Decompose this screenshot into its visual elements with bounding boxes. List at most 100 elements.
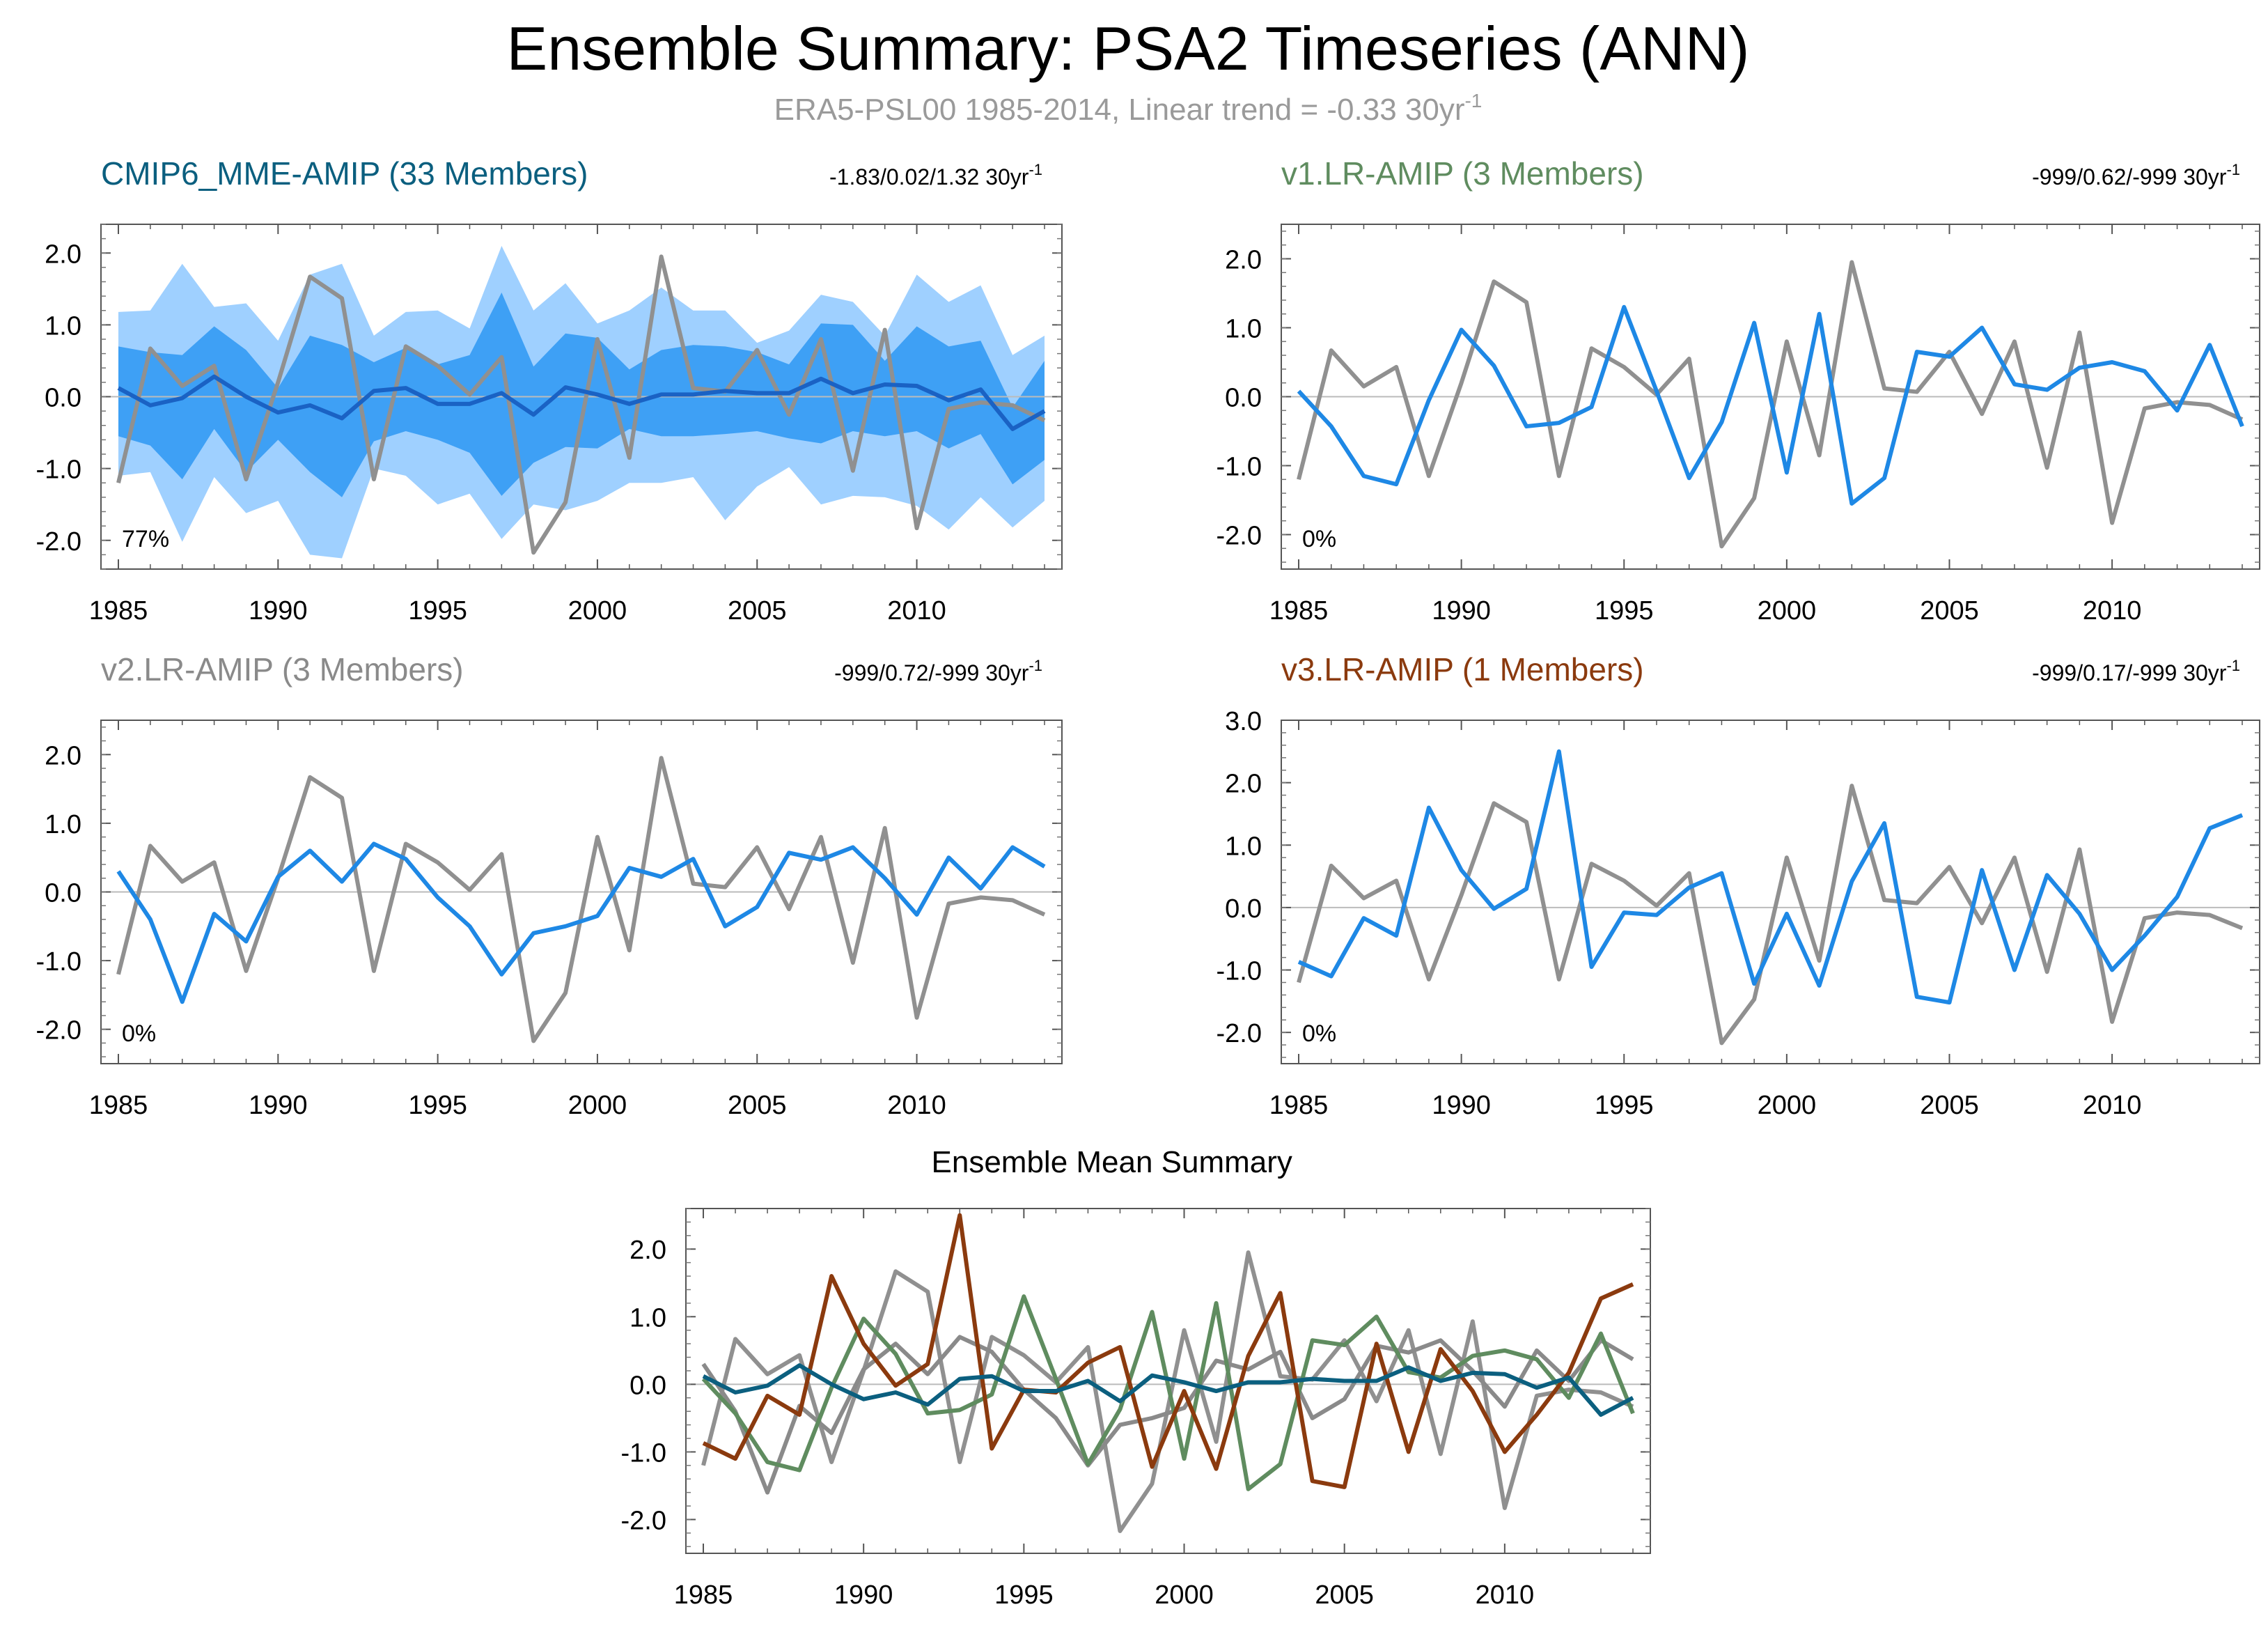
x-tick-label: 1995 [1595,1091,1654,1120]
percent-label: 0% [1302,526,1336,552]
page-subtitle-sup: -1 [1464,90,1482,111]
page-title: Ensemble Summary: PSA2 Timeseries (ANN) [507,14,1750,83]
x-tick-label: 2005 [1920,1091,1979,1120]
member-mean-line [1297,749,2244,1005]
trend-label: -999/0.72/-999 30yr-1 [834,657,1042,685]
observed-line [116,254,1046,555]
v3-mean-line [702,1213,1634,1489]
x-tick-label: 2010 [2083,596,2142,626]
y-tick-label: -1.0 [1217,453,1262,482]
observed-line [1297,784,2244,1046]
x-tick-label: 1985 [674,1580,733,1610]
panel-cmip6-mme: CMIP6_MME-AMIP (33 Members) -1.83/0.02/1.… [36,155,1063,626]
x-tick-label: 1990 [249,1091,308,1120]
y-tick-label: 2.0 [45,240,81,269]
panel-v1-lr-amip: v1.LR-AMIP (3 Members) -999/0.62/-999 30y… [1217,155,2260,626]
panel-title: v3.LR-AMIP (1 Members) [1281,651,1644,688]
y-tick-label: 2.0 [629,1236,666,1265]
x-tick-label: 2010 [887,1091,946,1120]
cmip6-mme-mean-line [702,1363,1634,1417]
y-tick-label: -1.0 [1217,957,1262,986]
x-tick-label: 2000 [1758,1091,1817,1120]
x-tick-label: 1990 [834,1580,893,1610]
y-tick-label: 1.0 [45,810,81,839]
percent-label: 0% [1302,1020,1336,1047]
y-tick-label: 3.0 [1225,707,1262,736]
page-subtitle-text: ERA5-PSL00 1985-2014, Linear trend = -0.… [774,93,1465,127]
x-tick-label: 1985 [1269,596,1329,626]
trend-label-text: -999/0.62/-999 30yr [2032,164,2227,189]
panel-title: CMIP6_MME-AMIP (33 Members) [101,155,588,192]
trend-label-sup: -1 [2226,657,2240,674]
v2-mean-line [701,1335,1634,1495]
member-mean-line [116,841,1046,1004]
y-tick-label: 2.0 [45,741,81,770]
panel-v3-lr-amip: v3.LR-AMIP (1 Members) -999/0.17/-999 30y… [1217,651,2260,1120]
x-tick-label: 2005 [1315,1580,1374,1610]
percent-label: 0% [122,1020,156,1047]
y-tick-label: 0.0 [45,879,81,908]
y-tick-label: 1.0 [629,1303,666,1333]
trend-label-text: -999/0.17/-999 30yr [2032,660,2227,685]
y-tick-label: -2.0 [621,1506,666,1535]
percent-label: 77% [122,526,169,552]
trend-label: -1.83/0.02/1.32 30yr-1 [829,161,1042,189]
y-tick-label: 0.0 [1225,894,1262,924]
trend-label: -999/0.62/-999 30yr-1 [2032,161,2240,189]
y-tick-label: -2.0 [1217,1019,1262,1048]
observed-line [1297,260,2244,549]
y-tick-label: -2.0 [1217,522,1262,551]
ensemble-mean-line [117,374,1046,431]
panel-title: Ensemble Mean Summary [932,1145,1292,1179]
y-tick-label: 0.0 [629,1371,666,1400]
y-tick-label: -2.0 [36,1016,81,1046]
x-tick-label: 1995 [408,1091,467,1120]
trend-label-text: -1.83/0.02/1.32 30yr [829,164,1029,189]
x-tick-label: 1995 [1595,596,1654,626]
page-subtitle: ERA5-PSL00 1985-2014, Linear trend = -0.… [774,90,1483,127]
observed-line [701,1250,1634,1533]
x-tick-label: 2005 [728,1091,787,1120]
x-tick-label: 2000 [1155,1580,1214,1610]
y-tick-label: 2.0 [1225,770,1262,799]
x-tick-label: 1985 [89,596,148,626]
x-tick-label: 2010 [1476,1580,1535,1610]
ensemble-spread-inner-band [118,292,1045,497]
observed-line [116,756,1046,1043]
x-tick-label: 2010 [2083,1091,2142,1120]
trend-label-sup: -1 [1029,657,1042,674]
panel-title: v1.LR-AMIP (3 Members) [1281,155,1644,192]
plot-frame [685,1208,1651,1554]
x-tick-label: 1990 [1432,1091,1491,1120]
y-tick-label: 1.0 [1225,315,1262,344]
trend-label-text: -999/0.72/-999 30yr [834,660,1029,685]
y-tick-label: 1.0 [1225,832,1262,861]
x-tick-label: 2000 [1758,596,1817,626]
plot-frame [1281,720,2260,1064]
x-tick-label: 2000 [568,596,627,626]
trend-label: -999/0.17/-999 30yr-1 [2032,657,2240,685]
x-tick-label: 2005 [1920,596,1979,626]
y-tick-label: 0.0 [45,384,81,413]
panel-v2-lr-amip: v2.LR-AMIP (3 Members) -999/0.72/-999 30y… [36,651,1063,1120]
y-tick-label: -1.0 [36,456,81,485]
y-tick-label: 0.0 [1225,384,1262,413]
x-tick-label: 1990 [249,596,308,626]
panel-ensemble-mean-summary: Ensemble Mean Summary 2.0 1.0 0.0 -1.0 -2.0 19… [621,1145,1651,1610]
x-tick-label: 2010 [887,596,946,626]
panel-title: v2.LR-AMIP (3 Members) [101,651,464,688]
x-tick-label: 1995 [994,1580,1054,1610]
x-tick-label: 1985 [89,1091,148,1120]
trend-label-sup: -1 [2226,161,2240,178]
y-tick-label: 1.0 [45,311,81,341]
x-tick-label: 2005 [728,596,787,626]
y-tick-label: -1.0 [621,1438,666,1468]
x-tick-label: 2000 [568,1091,627,1120]
y-tick-label: 2.0 [1225,246,1262,275]
y-tick-label: -1.0 [36,947,81,977]
x-tick-label: 1995 [408,596,467,626]
member-mean-line [1297,304,2244,506]
x-tick-label: 1985 [1269,1091,1329,1120]
trend-label-sup: -1 [1029,161,1042,178]
